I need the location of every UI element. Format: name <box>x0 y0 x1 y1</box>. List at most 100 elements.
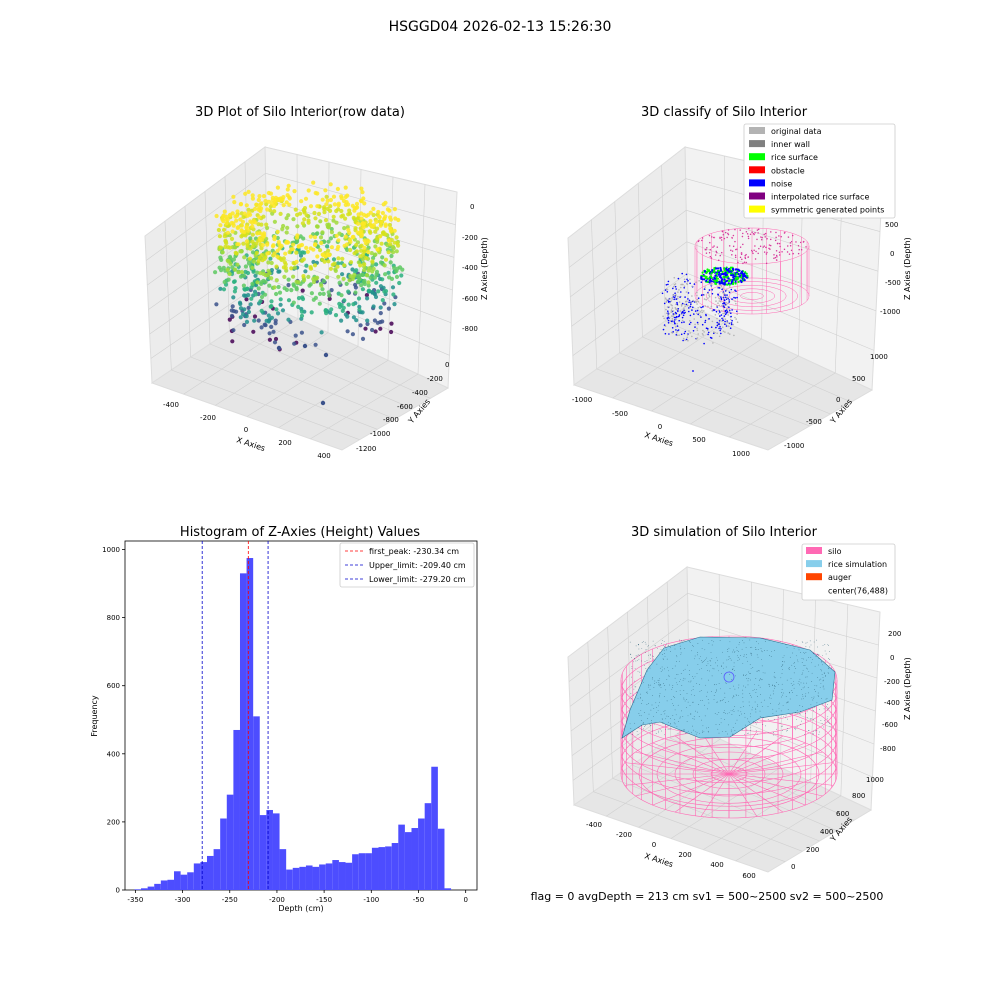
rice-mesh-node <box>687 664 688 666</box>
rice-mesh-node <box>646 692 647 693</box>
histogram-bar <box>319 864 326 890</box>
raw-data-point <box>242 255 247 260</box>
rice-mesh-node <box>690 713 692 715</box>
classified-point <box>697 313 699 316</box>
rice-surface-point <box>715 282 718 285</box>
rice-mesh-node <box>655 702 657 704</box>
classified-point <box>670 304 672 306</box>
classified-point <box>677 308 680 310</box>
classified-point <box>727 302 729 305</box>
classify-legend-swatch <box>749 166 765 174</box>
classified-point <box>667 300 670 303</box>
rice-mesh-node <box>642 641 644 643</box>
raw-data-point <box>306 188 311 193</box>
raw-data-point <box>337 280 342 285</box>
rice-mesh-node <box>681 710 682 712</box>
rice-mesh-node <box>782 660 783 662</box>
classified-point <box>708 289 711 291</box>
interpolated-rice-point <box>723 237 726 240</box>
interpolated-rice-point <box>791 234 794 237</box>
classified-point <box>728 286 731 288</box>
classified-point <box>690 303 692 306</box>
classified-point <box>725 296 727 299</box>
rice-mesh-node <box>713 684 715 686</box>
rice-mesh-node <box>750 727 752 729</box>
histogram-threshold-lines <box>201 541 269 890</box>
rice-mesh-node <box>652 640 654 642</box>
classified-point <box>719 284 722 286</box>
raw-data-point <box>324 202 329 207</box>
rice-mesh-node <box>668 674 670 676</box>
histogram-legend-label: Lower_limit: -279.20 cm <box>369 575 466 584</box>
raw-data-point <box>347 278 352 283</box>
rice-mesh-node <box>743 642 745 644</box>
raw-data-point <box>392 207 397 212</box>
rice-mesh-node <box>817 646 818 648</box>
rice-mesh-node <box>745 724 747 726</box>
raw-data-point <box>360 287 365 292</box>
rice-mesh-node <box>821 723 823 724</box>
silo-floor-spoke <box>728 762 834 775</box>
rice-mesh-node <box>676 725 678 727</box>
simulation-z-tick-label: -400 <box>884 699 900 707</box>
classified-point <box>689 320 691 322</box>
rice-surface-point <box>714 277 717 280</box>
raw-data-point <box>329 226 334 232</box>
classified-point <box>728 291 731 294</box>
interpolated-rice-point <box>734 228 736 231</box>
histogram-bars <box>134 558 452 890</box>
rice-mesh-node <box>792 652 794 654</box>
classified-point <box>721 288 723 291</box>
rice-mesh-node <box>791 664 793 666</box>
rice-mesh-node <box>729 674 731 675</box>
rice-mesh-node <box>692 701 694 703</box>
raw-data-point <box>327 293 332 298</box>
raw-data-point <box>347 208 352 213</box>
interpolated-rice-point <box>754 231 756 234</box>
rice-mesh-node <box>811 672 813 674</box>
classified-point <box>705 314 707 317</box>
classified-point <box>665 301 668 303</box>
raw-z-tick-label: 0 <box>470 203 474 211</box>
rice-mesh-node <box>706 708 708 710</box>
classified-point <box>705 298 707 301</box>
rice-mesh-node <box>808 657 809 659</box>
rice-mesh-node <box>631 665 633 667</box>
raw-data-point <box>302 217 307 222</box>
rice-mesh-node <box>764 650 765 651</box>
interpolated-rice-point <box>741 235 744 238</box>
raw-data-point <box>399 273 404 278</box>
classified-point <box>663 302 666 305</box>
rice-mesh-node <box>796 655 797 657</box>
raw-data-point <box>350 276 355 282</box>
rice-mesh-node <box>665 718 667 720</box>
raw-data-point <box>336 261 341 266</box>
raw-data-point <box>374 262 379 267</box>
rice-mesh-node <box>682 679 684 681</box>
raw-data-point <box>356 296 362 301</box>
raw-data-point <box>230 265 235 270</box>
rice-mesh-node <box>793 647 795 649</box>
classified-point <box>722 302 724 305</box>
rice-mesh-node <box>797 682 799 684</box>
raw-data-point <box>358 323 363 328</box>
silo-floor-ring <box>728 288 776 304</box>
rice-mesh-node <box>707 663 709 665</box>
rice-mesh-node <box>658 680 660 681</box>
classified-point <box>702 329 704 332</box>
classified-point <box>671 320 673 323</box>
interpolated-rice-point <box>780 235 783 238</box>
raw-data-point <box>321 291 326 296</box>
rice-mesh-node <box>702 730 703 732</box>
rice-surface-point <box>724 280 728 283</box>
classified-point <box>672 294 674 296</box>
raw-data-point <box>248 236 253 241</box>
rice-mesh-node <box>755 641 757 642</box>
rice-mesh-node <box>711 657 713 659</box>
classified-point <box>668 333 670 335</box>
rice-mesh-node <box>822 677 824 678</box>
rice-mesh-node <box>819 686 821 688</box>
histogram-bar <box>352 854 359 890</box>
raw-data-point <box>259 253 264 258</box>
